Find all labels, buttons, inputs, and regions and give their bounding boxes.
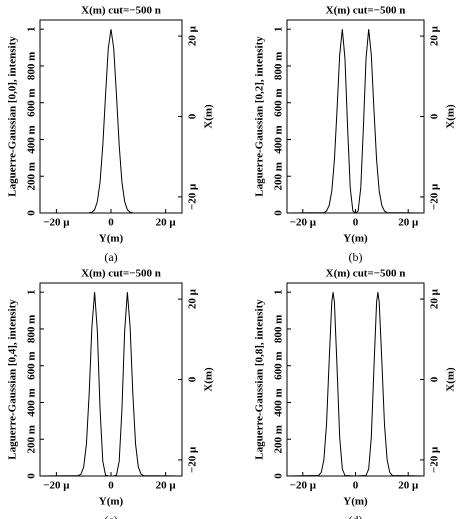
plot-frame [39,282,183,477]
x-tick-label: −20 μ [43,217,70,229]
y-tick-label: 800 m [26,52,38,80]
x-tick-label: 20 μ [398,480,419,492]
y2-tick-label: −20 μ [429,446,441,473]
x-axis-label: Y(m) [99,496,124,508]
y-tick-label: 1 [273,26,285,32]
x-axis-label: Y(m) [343,233,368,245]
x-tick-label: 0 [108,480,114,492]
x-tick-label: 0 [353,480,359,492]
chart-title: X(m) cut=−500 n [81,5,161,17]
y2-axis-label: X(m) [203,104,215,129]
chart-title: X(m) cut=−500 n [326,5,406,17]
intensity-line [39,292,183,477]
y2-axis-label: X(m) [203,367,215,392]
y2-tick-label: 20 μ [187,288,199,309]
y2-tick-label: 20 μ [187,25,199,46]
y-axis-label: Laguerre-Gaussian [0,2], intensity [254,36,266,197]
y2-tick-label: −20 μ [187,446,199,473]
intensity-line [39,29,183,214]
chart-title: X(m) cut=−500 n [326,268,406,280]
x-tick-label: 0 [108,217,114,229]
y-tick-label: 200 m [26,162,38,190]
caption: (d) [349,513,363,519]
caption: (a) [104,250,117,264]
caption: (c) [104,513,117,519]
intensity-line [286,29,425,214]
y-tick-label: 400 m [273,125,285,153]
y-tick-label: 600 m [26,89,38,117]
y2-tick-label: 0 [429,376,441,382]
intensity-line [286,292,425,477]
chart-title: X(m) cut=−500 n [81,268,161,280]
plot-frame [286,282,425,477]
y-tick-label: 800 m [273,52,285,80]
y-tick-label: 400 m [273,388,285,416]
y-axis-label: Laguerre-Gaussian [0,4], intensity [7,299,19,460]
plot-frame [39,19,183,214]
y2-tick-label: 20 μ [429,288,441,309]
y-tick-label: 600 m [26,352,38,380]
x-tick-label: 20 μ [398,217,419,229]
y-tick-label: 1 [273,289,285,295]
y-tick-label: 400 m [26,125,38,153]
y-tick-label: 400 m [26,388,38,416]
y-tick-label: 0 [26,473,38,479]
y2-tick-label: −20 μ [187,183,199,210]
y2-tick-label: −20 μ [429,183,441,210]
x-axis-label: Y(m) [99,233,124,245]
y2-tick-label: 20 μ [429,25,441,46]
x-tick-label: 20 μ [156,217,177,229]
x-tick-label: −20 μ [43,480,70,492]
x-axis-label: Y(m) [343,496,368,508]
y-tick-label: 0 [26,210,38,216]
y-tick-label: 1 [26,26,38,32]
y2-tick-label: 0 [429,113,441,119]
y-tick-label: 1 [26,289,38,295]
x-tick-label: 0 [353,217,359,229]
y-tick-label: 800 m [26,315,38,343]
y2-axis-label: X(m) [445,104,457,129]
plot-frame [286,19,425,214]
x-tick-label: −20 μ [290,217,317,229]
y-axis-label: Laguerre-Gaussian [0,8], intensity [254,299,266,460]
x-tick-label: −20 μ [290,480,317,492]
y2-tick-label: 0 [187,113,199,119]
y-tick-label: 600 m [273,89,285,117]
y-tick-label: 600 m [273,352,285,380]
caption: (b) [349,250,363,264]
y2-axis-label: X(m) [445,367,457,392]
y-tick-label: 800 m [273,315,285,343]
y-tick-label: 200 m [273,425,285,453]
y2-tick-label: 0 [187,376,199,382]
y-tick-label: 0 [273,473,285,479]
y-tick-label: 200 m [273,162,285,190]
y-axis-label: Laguerre-Gaussian [0,0], intensity [7,36,19,197]
y-tick-label: 0 [273,210,285,216]
x-tick-label: 20 μ [156,480,177,492]
y-tick-label: 200 m [26,425,38,453]
